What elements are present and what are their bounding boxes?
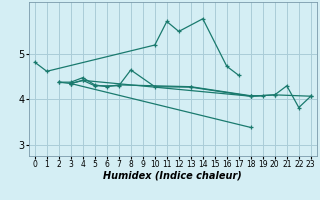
X-axis label: Humidex (Indice chaleur): Humidex (Indice chaleur)	[103, 171, 242, 181]
